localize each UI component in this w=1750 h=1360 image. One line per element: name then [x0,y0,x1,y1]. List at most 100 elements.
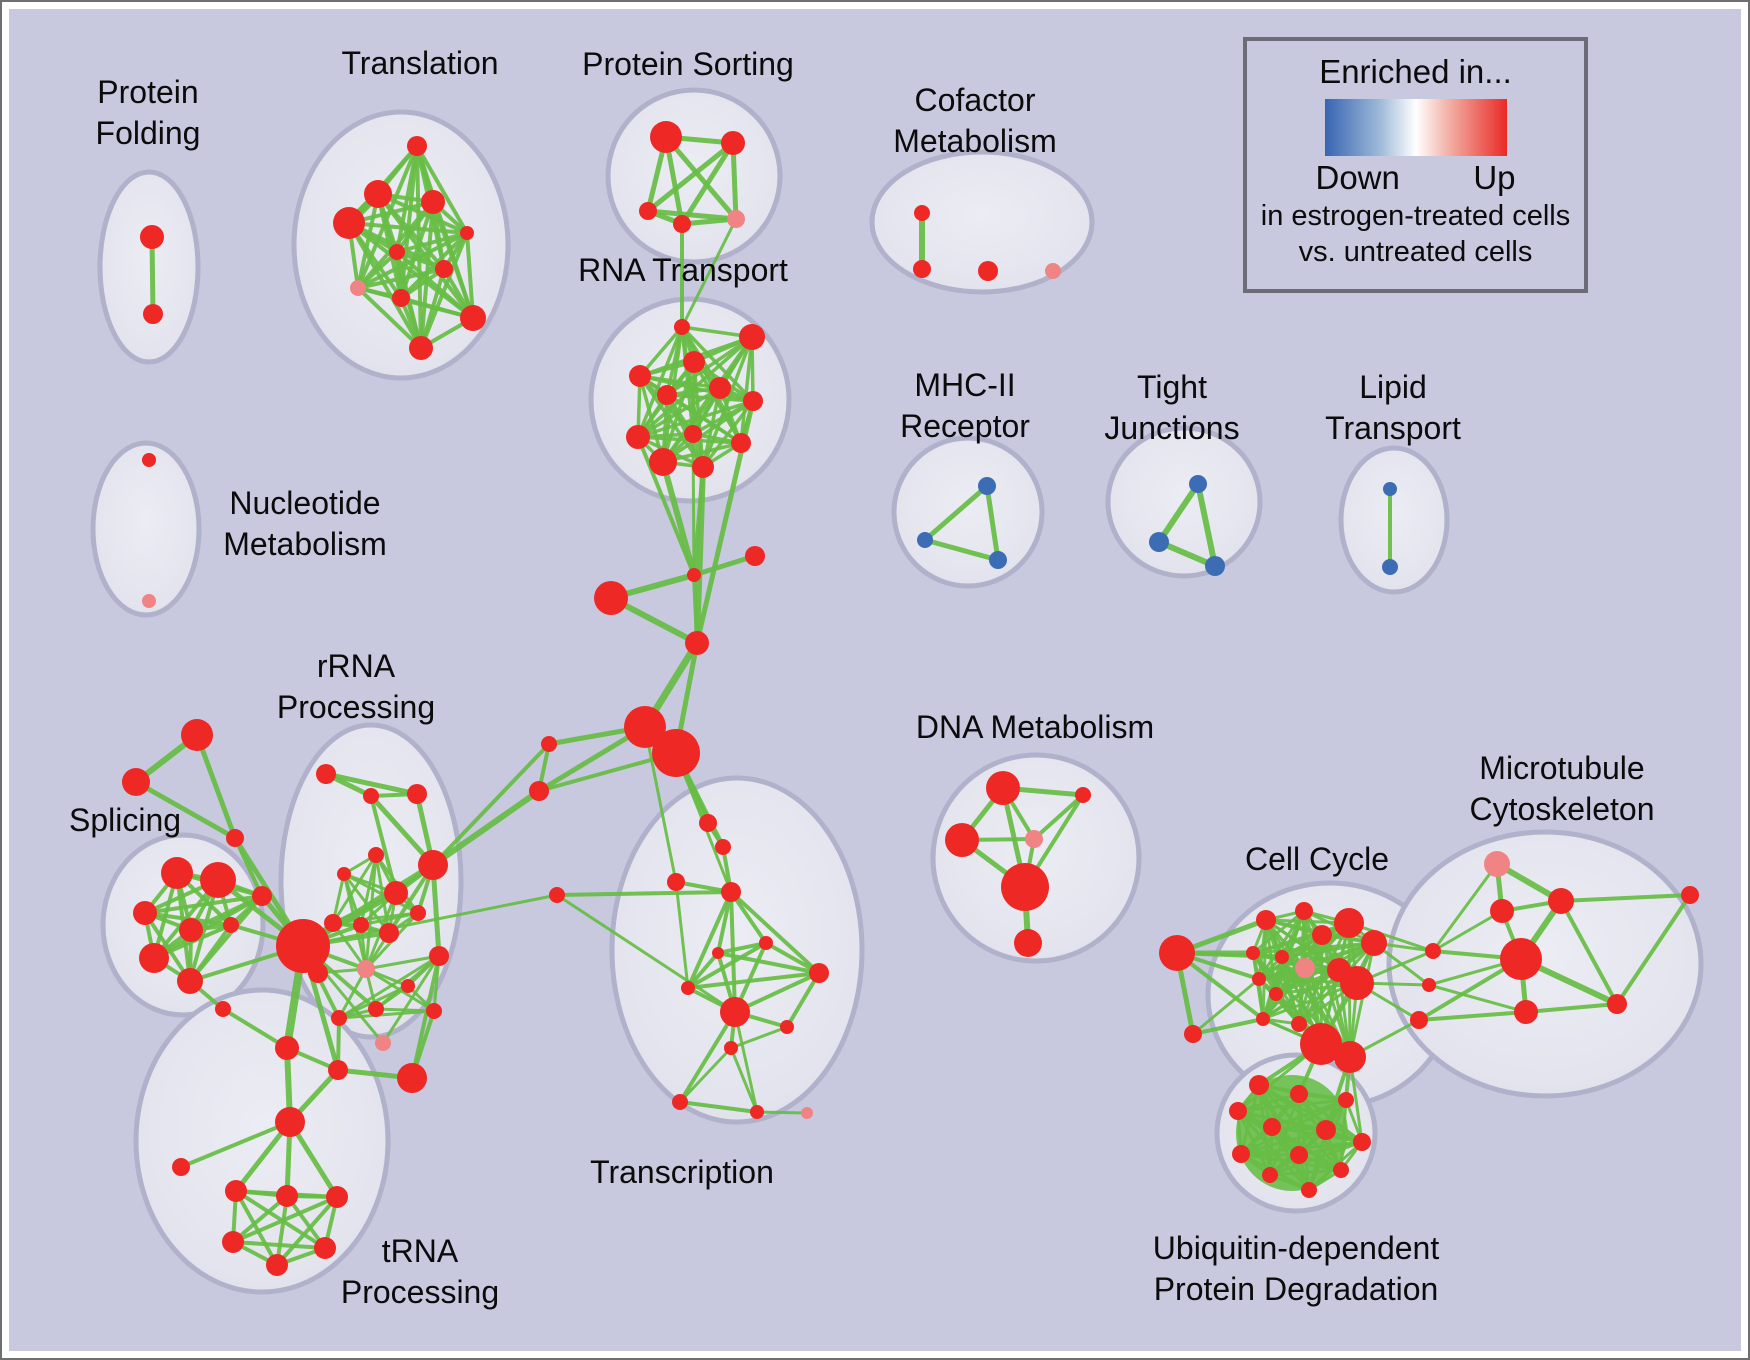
edge-PS1-PS5 [663,134,739,222]
edge-R5-R10 [342,872,391,935]
node-CC7 [1246,946,1260,960]
edge-PS2-PS5 [730,140,739,222]
node-NM1 [142,453,156,467]
node-CF2 [913,260,931,278]
cluster-ellipse-trna-processing [133,987,391,1295]
edge-PS3-PS5 [645,208,739,222]
node-P1 [699,814,717,832]
node-R10 [379,923,399,943]
edge-R1-R3 [323,771,420,797]
edge-PS2-PS3 [645,140,736,214]
edge-P4-P7 [716,890,733,955]
edge-Q5-Q10 [234,1189,279,1267]
node-R1 [316,764,336,784]
node-CC15 [1256,1012,1270,1026]
node-CC8 [1275,950,1289,964]
edge-P6-P7 [716,941,768,955]
node-CF4 [1045,263,1061,279]
edge-R2-R7 [368,793,436,868]
cluster-ellipse-protein-folding [97,169,201,365]
cluster-label-mhc-ii-receptor-line0: MHC-II [914,367,1015,403]
node-U3 [1229,1102,1247,1120]
edge-CC4-CC7 [1251,909,1306,955]
edge-T5-T10 [465,231,475,320]
node-N8 [626,425,650,449]
edge-P7-P9 [686,951,720,990]
node-P11 [780,1020,794,1034]
edge-P12-P14 [729,1046,759,1114]
node-P13 [672,1094,688,1110]
node-R16 [401,979,415,993]
edge-T7-T8 [356,267,446,290]
cluster-label-nucleotide-metabolism-line1: Metabolism [223,526,387,562]
node-CC16 [1291,1016,1307,1032]
edge-T6-T8 [356,250,399,290]
edge-N6-N7 [665,393,755,403]
node-HUB1 [624,706,666,748]
edge-R15-R17 [374,1007,436,1013]
node-Q11 [397,1063,427,1093]
node-PS1 [650,121,682,153]
edge-T4-T5 [347,221,469,235]
cluster-label-rrna-processing-line1: Processing [277,689,435,725]
edge-N9-B [691,432,696,577]
edge-R12-R13 [364,954,441,971]
cluster-label-dna-metabolism-line0: DNA Metabolism [916,709,1154,745]
node-T11 [409,336,433,360]
edge-P4-P8 [729,890,821,975]
edge-CC11-CC15 [1261,968,1341,1021]
node-U2 [1290,1085,1308,1103]
edge-D2-D4 [1032,793,1085,841]
node-P15 [801,1107,813,1119]
edge-N7-N11 [661,399,755,464]
edge-U2-U3 [1236,1092,1301,1113]
node-R8 [324,914,342,932]
node-R14 [331,1010,347,1026]
edge-Q11-R12 [410,954,441,1080]
node-Q7 [326,1186,348,1208]
node-U1 [1249,1075,1269,1095]
node-D1 [986,771,1020,805]
edge-N3-N12 [638,374,705,469]
node-P5 [549,887,565,903]
node-P3 [667,873,685,891]
cluster-ellipse-lipid-transport [1338,445,1450,595]
edge-P8-P10 [733,971,821,1014]
edge-CC1-CC15 [1175,951,1265,1021]
cluster-ellipse-microtubule-cytoskeleton [1386,829,1704,1099]
edge-P6-P8 [764,941,821,975]
legend-caption-line1: in estrogen-treated cells [1260,200,1571,232]
edge-M2-M7 [1559,893,1692,903]
node-M1 [1484,851,1510,877]
node-M7 [1681,886,1699,904]
edge-X1-X3 [133,779,238,841]
edge-T5-T8 [356,231,469,290]
cluster-label-trna-processing-line0: tRNA [382,1233,459,1269]
cluster-label-cell-cycle-line0: Cell Cycle [1245,841,1389,877]
edge-N2-N10 [739,335,754,445]
node-Q4 [172,1158,190,1176]
node-R7 [418,850,448,880]
node-M5 [1607,994,1627,1014]
node-R4 [368,847,384,863]
edge-P6-P9 [686,941,768,990]
node-T6 [389,244,405,260]
edge-Q7-Q10 [275,1195,339,1267]
node-M2 [1548,888,1574,914]
edge-P8-P11 [785,971,821,1029]
edge-CC6-CC7 [1251,933,1324,955]
legend-down-label: Down [1315,159,1400,196]
node-U10 [1262,1167,1278,1183]
cluster-label-mhc-ii-receptor-line1: Receptor [900,408,1030,444]
edge-R5-R11 [342,872,420,915]
node-CF1 [914,205,930,221]
edge-N12-D [694,464,706,646]
edge-U4-U6 [1270,1098,1348,1129]
node-T8 [350,280,366,296]
edge-B1-M3 [1431,909,1504,953]
edge-HUB1-P3 [643,725,678,884]
edge-CC2-CC15 [1191,1017,1265,1036]
edge-B2-M6 [1427,983,1528,1014]
edge-CC8-CC10 [1280,941,1376,959]
